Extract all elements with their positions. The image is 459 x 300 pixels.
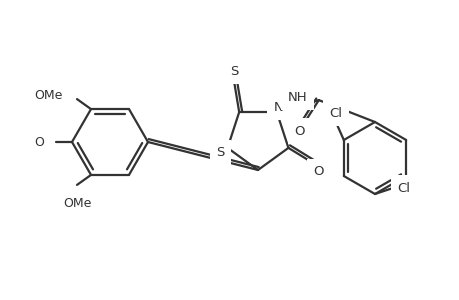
Text: Cl: Cl bbox=[329, 106, 341, 119]
Text: OMe: OMe bbox=[34, 88, 63, 102]
Text: OMe: OMe bbox=[63, 197, 91, 210]
Text: NH: NH bbox=[287, 91, 307, 103]
Text: O: O bbox=[294, 124, 304, 138]
Text: O: O bbox=[313, 165, 323, 178]
Text: S: S bbox=[216, 146, 224, 159]
Text: O: O bbox=[34, 136, 44, 148]
Text: S: S bbox=[230, 64, 238, 78]
Text: N: N bbox=[274, 100, 283, 114]
Text: Cl: Cl bbox=[397, 182, 409, 194]
